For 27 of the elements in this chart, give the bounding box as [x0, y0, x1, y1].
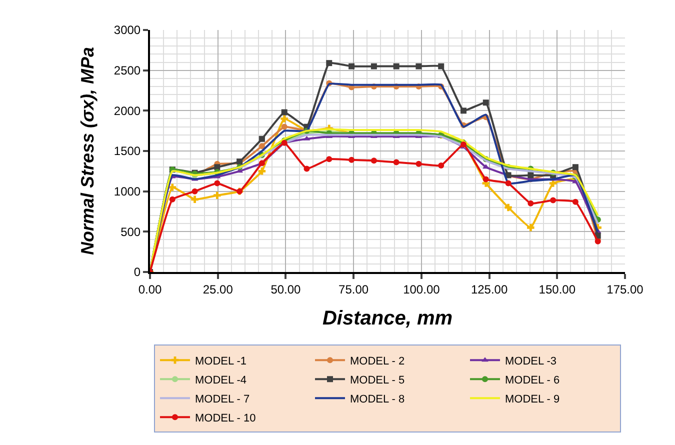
y-tick-label: 3000: [114, 23, 141, 38]
x-tick-label: 0.00: [138, 282, 162, 296]
y-tick-label: 2500: [114, 64, 141, 78]
y-tick-label: 500: [120, 224, 141, 239]
x-tick-label: 25.00: [202, 282, 234, 296]
x-axis-title: Distance, mm: [322, 307, 453, 330]
legend-label: MODEL -1: [195, 355, 247, 368]
legend-label: MODEL - 2: [350, 355, 405, 368]
legend-label: MODEL -3: [505, 355, 557, 368]
x-tick-label: 150.00: [538, 282, 576, 296]
y-tick-label: 0: [134, 265, 141, 280]
x-tick-label: 125.00: [470, 282, 508, 296]
legend-label: MODEL -4: [195, 374, 247, 386]
x-tick-label: 100.00: [403, 282, 440, 296]
x-tick-label: 50.00: [270, 282, 302, 296]
y-tick-label: 2000: [114, 104, 141, 118]
legend-label: MODEL - 6: [505, 374, 560, 386]
legend-label: MODEL - 10: [195, 412, 256, 424]
legend-label: MODEL - 9: [505, 393, 560, 406]
x-tick-label: 75.00: [338, 282, 369, 296]
legend-label: MODEL - 8: [350, 393, 405, 406]
x-tick-label: 175.00: [606, 282, 644, 296]
y-tick-label: 1000: [114, 184, 141, 199]
legend-label: MODEL - 5: [350, 374, 405, 386]
y-tick-label: 1500: [114, 144, 141, 158]
y-axis-title: Normal Stress (σx), MPa: [78, 46, 98, 256]
legend-label: MODEL - 7: [195, 393, 250, 406]
